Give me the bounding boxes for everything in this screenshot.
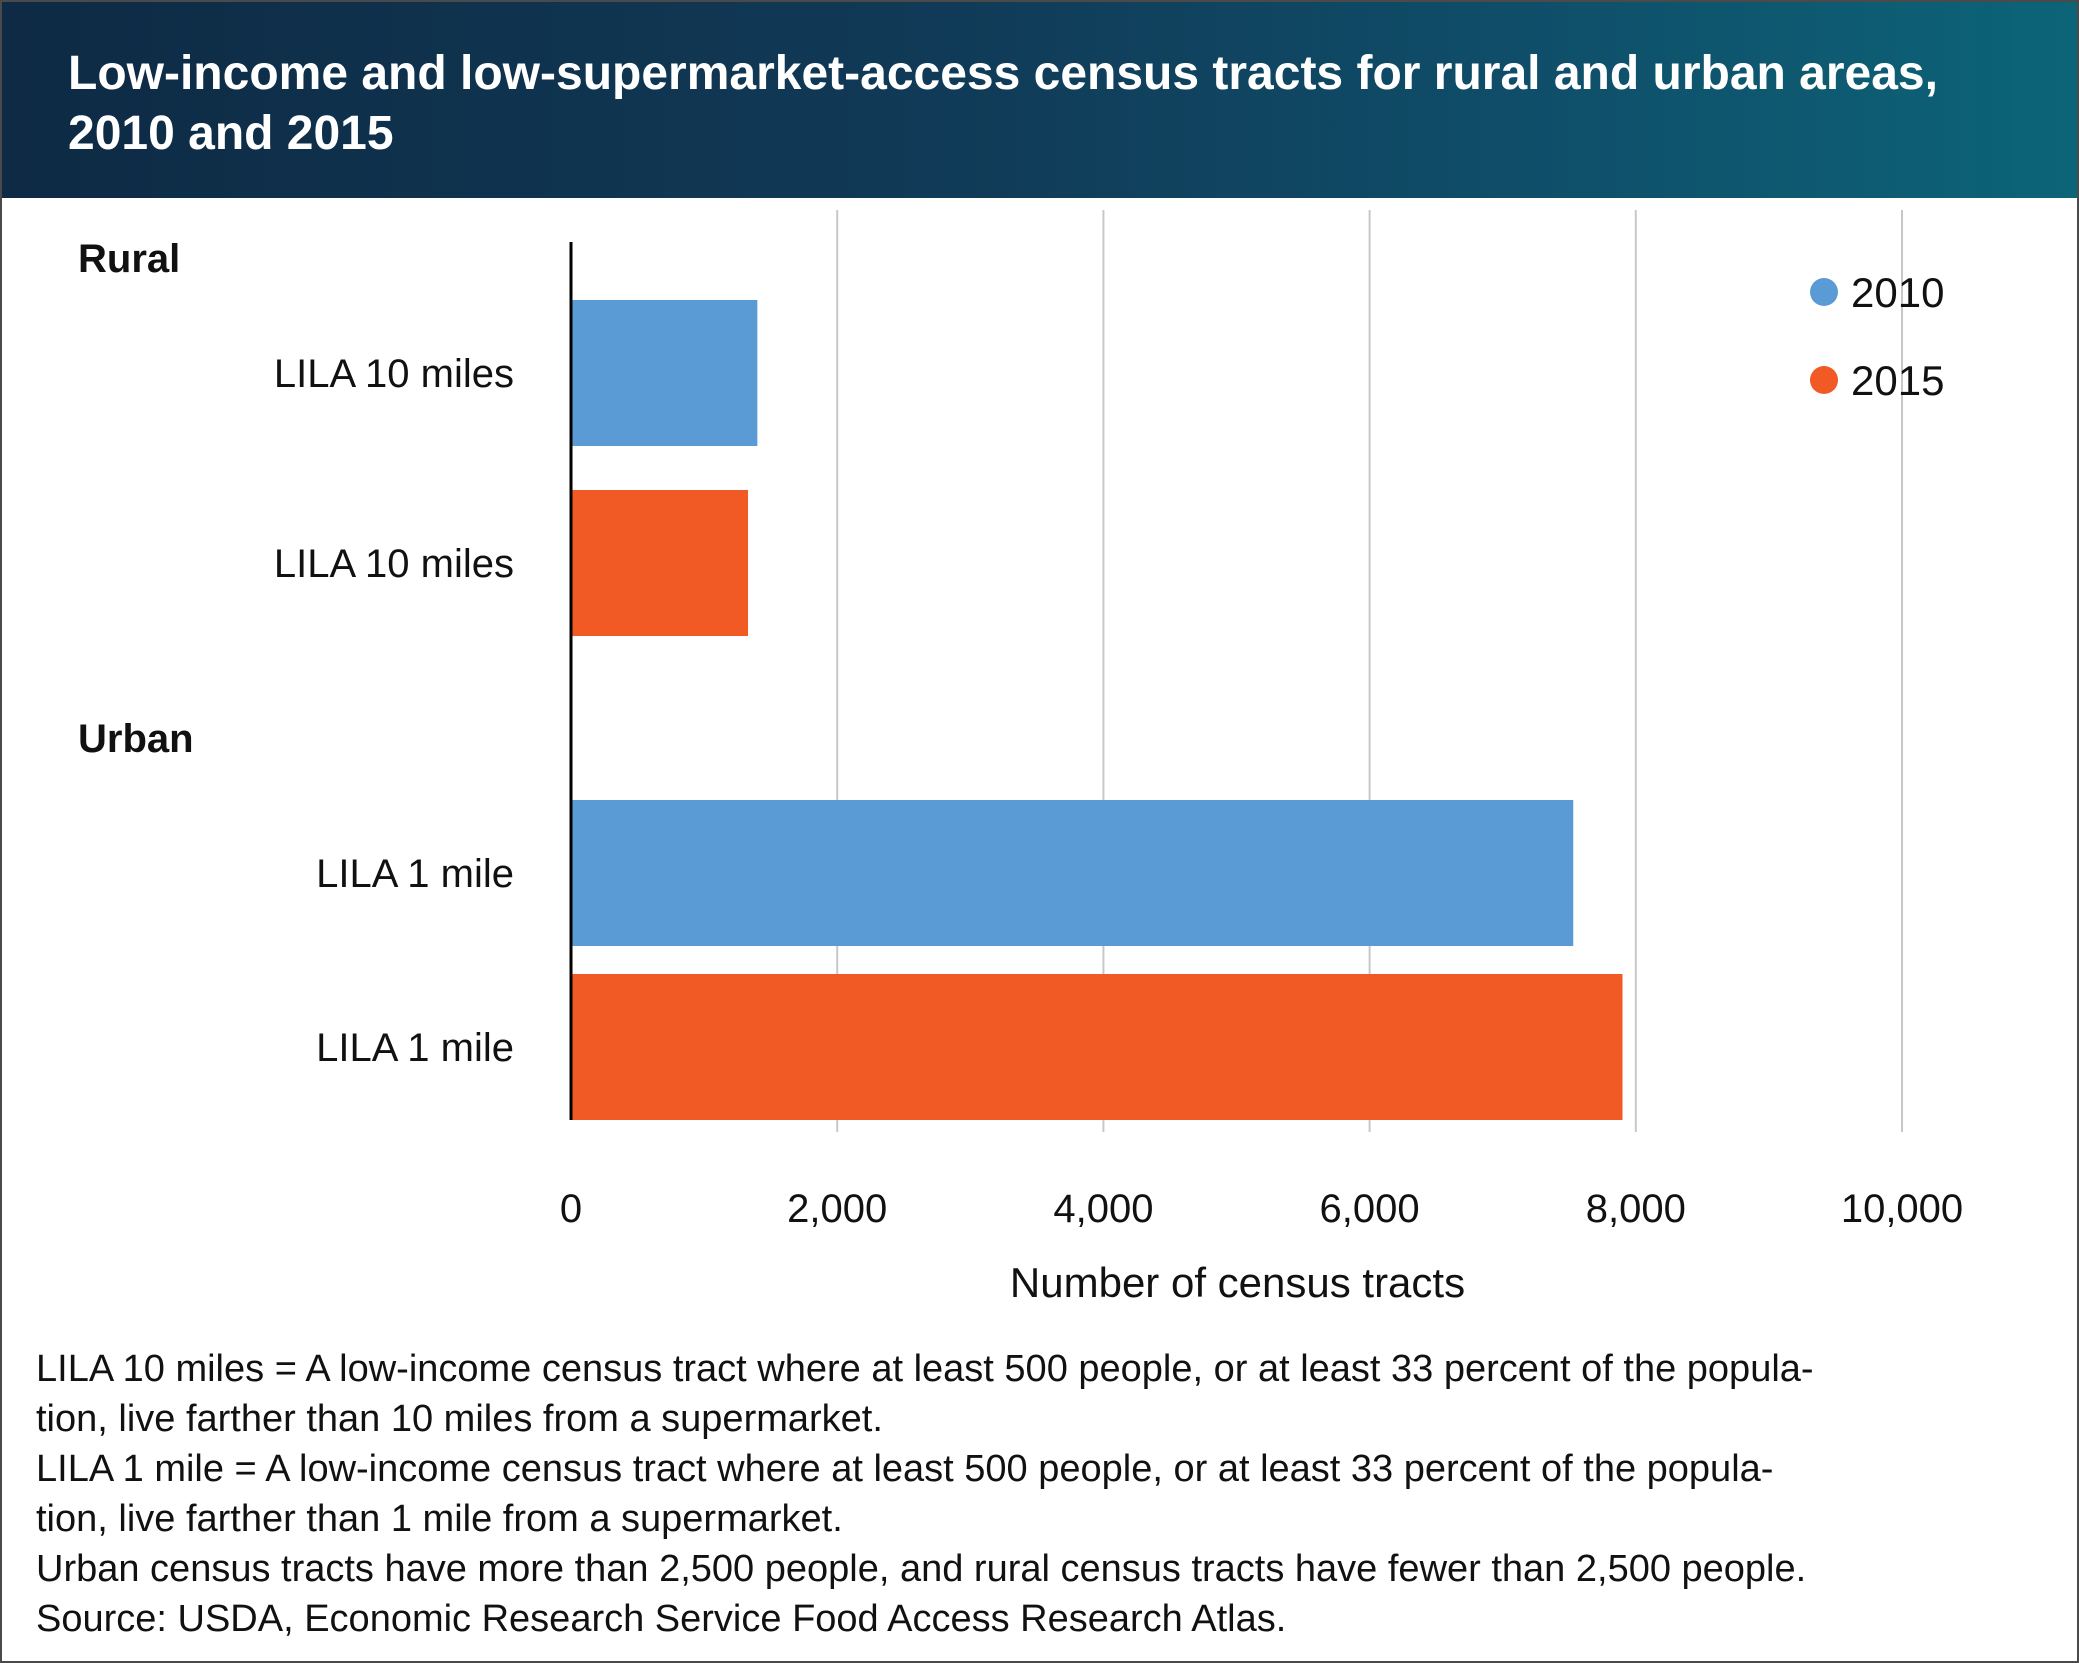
x-tick-label: 6,000	[1320, 1187, 1420, 1231]
category-label: LILA 10 miles	[274, 542, 514, 586]
footnote-line: tion, live farther than 10 miles from a …	[36, 1398, 883, 1440]
footnote-line: LILA 10 miles = A low-income census trac…	[36, 1348, 1814, 1390]
x-tick-label: 8,000	[1586, 1187, 1686, 1231]
x-axis-label: Number of census tracts	[1010, 1259, 1465, 1306]
group-label: Urban	[78, 717, 194, 761]
footnote-line: LILA 1 mile = A low-income census tract …	[36, 1448, 1774, 1490]
footnotes: LILA 10 miles = A low-income census trac…	[36, 1344, 2036, 1644]
title-banner: Low-income and low-supermarket-access ce…	[2, 2, 2077, 198]
x-tick-label: 10,000	[1841, 1187, 1963, 1231]
x-tick-label: 2,000	[787, 1187, 887, 1231]
category-label: LILA 1 mile	[316, 1026, 514, 1070]
bar	[571, 300, 758, 446]
chart-title: Low-income and low-supermarket-access ce…	[68, 47, 1938, 160]
legend-marker	[1810, 366, 1838, 394]
x-tick-label: 4,000	[1053, 1187, 1153, 1231]
bar	[571, 974, 1623, 1120]
legend-marker	[1810, 278, 1838, 306]
bar	[571, 490, 749, 636]
source-line: Source: USDA, Economic Research Service …	[36, 1598, 1287, 1640]
group-label: Rural	[78, 237, 180, 281]
legend-label: 2015	[1851, 357, 1944, 404]
legend-label: 2010	[1851, 269, 1944, 316]
bar-chart: Rural LILA 10 miles LILA 10 miles Urban LILA…	[78, 210, 1963, 1306]
bar	[571, 800, 1574, 946]
category-label: LILA 10 miles	[274, 352, 514, 396]
footnote-line: Urban census tracts have more than 2,500…	[36, 1548, 1807, 1590]
x-tick-label: 0	[560, 1187, 582, 1231]
category-label: LILA 1 mile	[316, 852, 514, 896]
footnote-line: tion, live farther than 1 mile from a su…	[36, 1498, 843, 1540]
